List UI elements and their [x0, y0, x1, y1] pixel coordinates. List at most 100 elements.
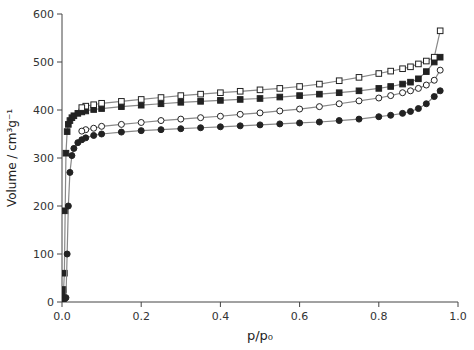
x-tick	[299, 302, 300, 307]
series-marker	[356, 116, 362, 122]
y-tick	[57, 206, 62, 207]
x-tick-label: 0.8	[370, 310, 388, 323]
series-marker	[336, 90, 342, 96]
series-marker	[297, 84, 303, 90]
y-tick-label: 100	[33, 248, 54, 261]
series-marker	[336, 78, 342, 84]
series-marker	[257, 87, 263, 93]
series-marker	[198, 99, 204, 105]
series-marker	[400, 81, 406, 87]
series-marker	[138, 128, 144, 134]
series-marker	[99, 131, 105, 137]
series-marker	[138, 97, 144, 103]
series-marker	[218, 98, 224, 104]
series-marker	[64, 251, 70, 257]
series-marker	[257, 122, 263, 128]
y-tick	[57, 110, 62, 111]
series-marker	[237, 97, 243, 103]
series-marker	[158, 95, 164, 101]
series-marker	[408, 64, 414, 70]
x-tick	[220, 302, 221, 307]
series-marker	[416, 76, 422, 82]
axes: 0.00.20.40.60.81.00100200300400500600	[33, 8, 467, 323]
x-tick-label: 1.0	[449, 310, 467, 323]
y-tick-label: 600	[33, 8, 54, 21]
x-tick-label: 0.6	[291, 310, 309, 323]
series-marker	[217, 124, 223, 130]
series-marker	[336, 101, 342, 107]
series-marker	[297, 93, 303, 99]
series-marker	[99, 100, 105, 106]
series-marker	[79, 105, 85, 111]
series-marker	[297, 120, 303, 126]
series-line	[62, 91, 440, 301]
x-tick-label: 0.0	[53, 310, 71, 323]
series-marker	[431, 54, 437, 60]
chart: 0.00.20.40.60.81.00100200300400500600p/p…	[0, 0, 474, 350]
series-marker	[297, 106, 303, 112]
series-marker	[407, 108, 413, 114]
y-tick-label: 200	[33, 200, 54, 213]
series-marker	[178, 116, 184, 122]
series-marker	[99, 106, 105, 112]
series-marker	[91, 132, 97, 138]
series-marker	[415, 85, 421, 91]
series-marker	[119, 104, 125, 110]
series-marker	[158, 118, 164, 124]
series-marker	[198, 125, 204, 131]
series-marker	[424, 58, 430, 64]
series-marker	[376, 95, 382, 101]
series-marker	[237, 111, 243, 117]
series-marker	[257, 110, 263, 116]
series-marker	[67, 169, 73, 175]
series-marker	[423, 101, 429, 107]
series-marker	[388, 112, 394, 118]
series-marker	[118, 129, 124, 135]
series-marker	[65, 203, 71, 209]
series-marker	[119, 99, 125, 105]
x-tick	[378, 302, 379, 307]
series-marker	[416, 61, 422, 67]
series-marker	[158, 127, 164, 133]
series-marker	[91, 102, 97, 108]
series-marker	[336, 118, 342, 124]
series-marker	[431, 77, 437, 83]
series-marker	[178, 100, 184, 106]
series-marker	[431, 94, 437, 100]
series-marker	[376, 114, 382, 120]
series-marker	[400, 66, 406, 72]
x-tick-label: 0.4	[212, 310, 230, 323]
x-tick-label: 0.2	[132, 310, 150, 323]
series-marker	[138, 102, 144, 108]
y-tick-label: 0	[47, 296, 54, 309]
series-marker	[277, 86, 283, 92]
series-marker	[388, 68, 394, 74]
series-line	[82, 70, 440, 131]
series-marker	[237, 123, 243, 129]
series-marker	[118, 121, 124, 127]
series-marker	[79, 128, 85, 134]
x-tick	[141, 302, 142, 307]
y-axis-label: Volume / cm³g⁻¹	[5, 109, 19, 207]
series-marker	[376, 86, 382, 92]
series-marker	[277, 121, 283, 127]
series-marker	[408, 79, 414, 85]
series-marker	[99, 123, 105, 129]
series-marker	[237, 88, 243, 94]
series-marker	[423, 82, 429, 88]
series-marker	[376, 71, 382, 77]
series-marker	[64, 129, 70, 135]
series-marker	[437, 28, 443, 34]
series-marker	[316, 104, 322, 110]
series-marker	[178, 126, 184, 132]
x-tick	[458, 302, 459, 307]
series-marker	[71, 145, 77, 151]
y-tick	[57, 14, 62, 15]
series-marker	[400, 90, 406, 96]
plot-data	[62, 28, 443, 302]
series-marker	[69, 153, 75, 159]
series-marker	[217, 113, 223, 119]
series-marker	[198, 115, 204, 121]
series-marker	[138, 119, 144, 125]
series-marker	[317, 91, 323, 97]
